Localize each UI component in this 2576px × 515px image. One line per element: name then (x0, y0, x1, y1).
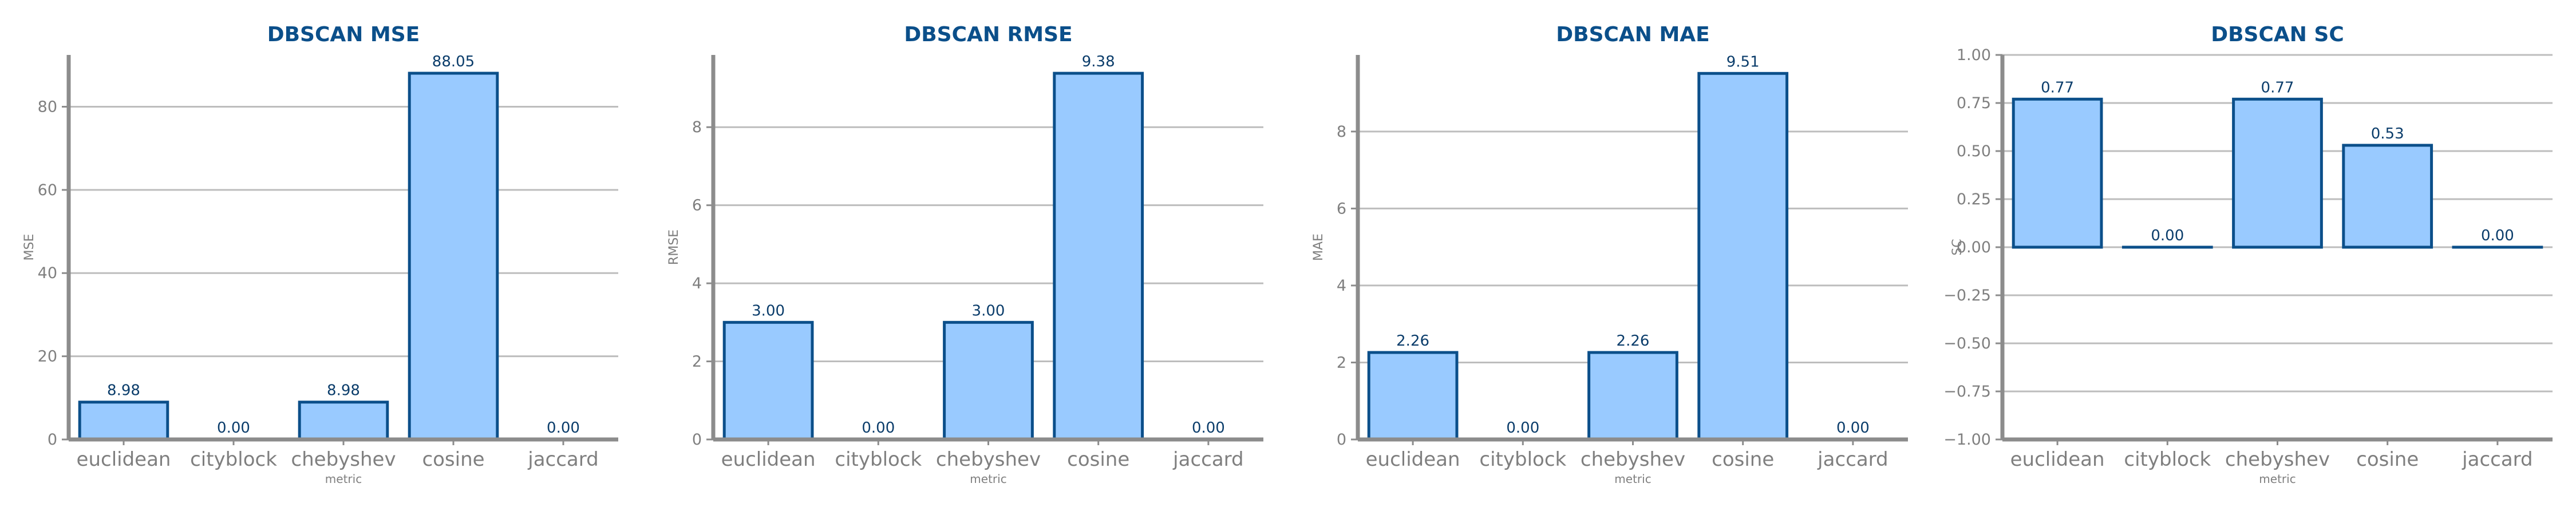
bar-value-label: 8.98 (107, 382, 140, 399)
bar-value-label: 3.00 (752, 302, 785, 319)
y-tick-label: 80 (38, 98, 57, 116)
bar-value-label: 0.77 (2261, 79, 2294, 96)
bar-value-label: 0.00 (1192, 419, 1225, 437)
x-tick-label: euclidean (2010, 448, 2105, 471)
y-tick-label: 0.00 (1957, 239, 1991, 256)
bar-euclidean (2012, 97, 2103, 249)
x-tick-label: chebyshev (291, 448, 396, 471)
bar-value-label: 0.77 (2041, 79, 2074, 96)
chart-title: DBSCAN SC (2211, 23, 2344, 46)
x-tick-label: jaccard (527, 448, 598, 471)
y-tick-label: 0 (1337, 431, 1346, 449)
chart-title: DBSCAN MAE (1556, 23, 1709, 46)
bar-chebyshev (1587, 351, 1678, 441)
bar-value-label: 9.51 (1726, 53, 1760, 70)
x-tick-label: euclidean (1366, 448, 1460, 471)
bar-value-label: 0.53 (2371, 125, 2404, 142)
y-axis-label: MAE (1311, 233, 1326, 261)
y-tick-label: −1.00 (1943, 431, 1991, 449)
bar-value-label: 9.38 (1082, 53, 1115, 70)
bar-cosine (2342, 144, 2433, 249)
bar-value-label: 0.00 (2481, 227, 2514, 244)
y-tick-label: −0.50 (1943, 335, 1991, 352)
bar-value-label: 3.00 (972, 302, 1005, 319)
bar-value-label: 0.00 (547, 419, 580, 437)
y-tick-label: 2 (692, 353, 702, 371)
bar-value-label: 0.00 (2151, 227, 2184, 244)
y-tick-label: 2 (1337, 354, 1346, 371)
x-tick-label: cosine (2356, 448, 2419, 471)
y-tick-label: −0.75 (1943, 383, 1991, 401)
x-tick-label: jaccard (1817, 448, 1888, 471)
x-axis-label: metric (970, 472, 1006, 486)
x-axis-label: metric (1614, 472, 1651, 486)
y-tick-label: 8 (1337, 123, 1346, 141)
chart-panel-1: 0 20 40 60 80 8.98 0.00 8.98 88.05 0.00 euclidean c… (22, 23, 618, 486)
chart-panel-3: 0 2 4 6 8 2.26 0.00 2.26 9.51 0.00 euclidean citybl… (1311, 23, 1908, 486)
bar-chebyshev (298, 401, 389, 441)
bar-cosine (1053, 72, 1144, 441)
x-tick-label: cityblock (835, 448, 922, 471)
y-tick-label: 6 (1337, 200, 1346, 217)
x-tick-label: chebyshev (2225, 448, 2330, 471)
x-tick-label: cosine (1067, 448, 1129, 471)
bar-value-label: 0.00 (1836, 419, 1870, 437)
x-tick-label: cosine (1712, 448, 1774, 471)
bar-euclidean (722, 320, 814, 441)
y-tick-label: −0.25 (1943, 287, 1991, 304)
bar-value-label: 0.00 (862, 419, 895, 437)
bar-chebyshev (943, 320, 1034, 441)
chart-panel-4: −1.00 −0.75 −0.50 −0.25 0.00 0.25 0.50 0.75 1.00… (1943, 23, 2553, 486)
chart-title: DBSCAN RMSE (904, 23, 1072, 46)
chart-title: DBSCAN MSE (267, 23, 420, 46)
x-tick-label: euclidean (77, 448, 171, 471)
y-tick-label: 60 (38, 181, 57, 199)
y-tick-label: 4 (692, 275, 702, 292)
bar-euclidean (78, 401, 169, 441)
bar-value-label: 0.00 (1506, 419, 1539, 437)
x-tick-label: jaccard (2462, 448, 2532, 471)
y-axis-label: RMSE (667, 229, 681, 265)
x-tick-label: chebyshev (936, 448, 1041, 471)
y-tick-label: 8 (692, 118, 702, 136)
x-tick-label: cityblock (1479, 448, 1566, 471)
y-tick-label: 0.50 (1957, 142, 1991, 160)
y-tick-label: 0 (48, 431, 57, 449)
bar-value-label: 2.26 (1617, 332, 1650, 350)
bar-value-label: 0.00 (217, 419, 250, 437)
bar-cosine (1697, 72, 1789, 441)
bar-value-label: 2.26 (1396, 332, 1429, 350)
y-axis-label: SC (1950, 239, 1965, 255)
x-axis-label: metric (325, 472, 362, 486)
x-tick-label: cityblock (2124, 448, 2211, 471)
bar-cosine (408, 72, 499, 441)
bar-chebyshev (2232, 97, 2323, 249)
bar-euclidean (1367, 351, 1459, 441)
y-tick-label: 20 (38, 348, 57, 366)
x-axis-label: metric (2259, 472, 2296, 486)
y-tick-label: 1.00 (1957, 46, 1991, 64)
x-tick-label: jaccard (1172, 448, 1243, 471)
x-tick-label: cosine (422, 448, 484, 471)
y-tick-label: 0 (692, 431, 702, 449)
y-tick-label: 40 (38, 264, 57, 282)
bar-value-label: 8.98 (327, 382, 360, 399)
y-tick-label: 4 (1337, 277, 1346, 295)
y-axis-label: MSE (22, 234, 37, 261)
x-tick-label: chebyshev (1581, 448, 1685, 471)
y-tick-label: 0.25 (1957, 191, 1991, 208)
x-tick-label: cityblock (190, 448, 277, 471)
y-tick-label: 6 (692, 197, 702, 215)
x-tick-label: euclidean (721, 448, 816, 471)
chart-panel-2: 0 2 4 6 8 3.00 0.00 3.00 9.38 0.00 euclidean citybl… (667, 23, 1263, 486)
y-tick-label: 0.75 (1957, 94, 1991, 112)
bar-value-label: 88.05 (432, 53, 475, 70)
